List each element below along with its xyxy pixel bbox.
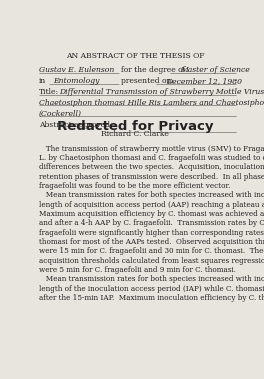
- Text: AN ABSTRACT OF THE THESIS OF: AN ABSTRACT OF THE THESIS OF: [66, 52, 205, 60]
- Text: were 15 min for C. fragaefolii and 30 min for C. thomasi.  Theoretical: were 15 min for C. fragaefolii and 30 mi…: [39, 247, 264, 255]
- Text: Mean transmission rates for both species increased with increasing: Mean transmission rates for both species…: [39, 276, 264, 283]
- Text: Redacted for Privacy: Redacted for Privacy: [57, 120, 214, 133]
- Text: Gustav E. Eulenson: Gustav E. Eulenson: [39, 66, 114, 74]
- Text: Entomology: Entomology: [53, 77, 100, 85]
- Text: Chaetosiphon thomasi Hille Ris Lambers and Chaetosiphon fragaefolii: Chaetosiphon thomasi Hille Ris Lambers a…: [39, 99, 264, 107]
- Text: after the 15-min IAP.  Maximum inoculation efficiency by C. thomasi was: after the 15-min IAP. Maximum inoculatio…: [39, 294, 264, 302]
- Text: fragaefolii was found to be the more efficient vector.: fragaefolii was found to be the more eff…: [39, 182, 230, 190]
- Text: Mean transmission rates for both species increased with increasing: Mean transmission rates for both species…: [39, 191, 264, 199]
- Text: acquisition thresholds calculated from least squares regression models: acquisition thresholds calculated from l…: [39, 257, 264, 265]
- Text: for the degree of: for the degree of: [121, 66, 185, 74]
- Text: L. by Chaetosiphon thomasi and C. fragaefolii was studied to determine: L. by Chaetosiphon thomasi and C. fragae…: [39, 154, 264, 162]
- Text: Title:: Title:: [39, 88, 59, 96]
- Text: length of acquisition access period (AAP) reaching a plateau at 12 h.: length of acquisition access period (AAP…: [39, 201, 264, 209]
- Text: retention phases of transmission were described.  In all phases, C.: retention phases of transmission were de…: [39, 173, 264, 181]
- Text: Differential Transmission of Strawberry Mottle Virus by: Differential Transmission of Strawberry …: [60, 88, 264, 96]
- Text: December 12, 1980: December 12, 1980: [166, 77, 242, 85]
- Text: Abstract approved:: Abstract approved:: [39, 121, 113, 129]
- Text: Richard C. Clarke: Richard C. Clarke: [101, 130, 169, 138]
- Text: in: in: [39, 77, 46, 85]
- Text: and after a 4-h AAP by C. fragaefolii.  Transmission rates by C.: and after a 4-h AAP by C. fragaefolii. T…: [39, 219, 264, 227]
- Text: length of the inoculation access period (IAP) while C. thomasi plateaued: length of the inoculation access period …: [39, 285, 264, 293]
- Text: were 5 min for C. fragaefolii and 9 min for C. thomasi.: were 5 min for C. fragaefolii and 9 min …: [39, 266, 236, 274]
- Text: differences between the two species.  Acquisition, inoculation, and: differences between the two species. Acq…: [39, 163, 264, 171]
- Text: presented on: presented on: [121, 77, 171, 85]
- Text: Maximum acquisition efficiency by C. thomasi was achieved after 3-h AAP,: Maximum acquisition efficiency by C. tho…: [39, 210, 264, 218]
- Text: The transmission of strawberry mottle virus (SMV) to Fragaria vesca: The transmission of strawberry mottle vi…: [39, 145, 264, 153]
- Text: Master of Science: Master of Science: [180, 66, 250, 74]
- Text: thomasi for most of the AAPs tested.  Observed acquisition thresholds: thomasi for most of the AAPs tested. Obs…: [39, 238, 264, 246]
- Text: (Cockerell): (Cockerell): [39, 110, 82, 117]
- Text: fragaefolii were significantly higher than corresponding rates by C.: fragaefolii were significantly higher th…: [39, 229, 264, 237]
